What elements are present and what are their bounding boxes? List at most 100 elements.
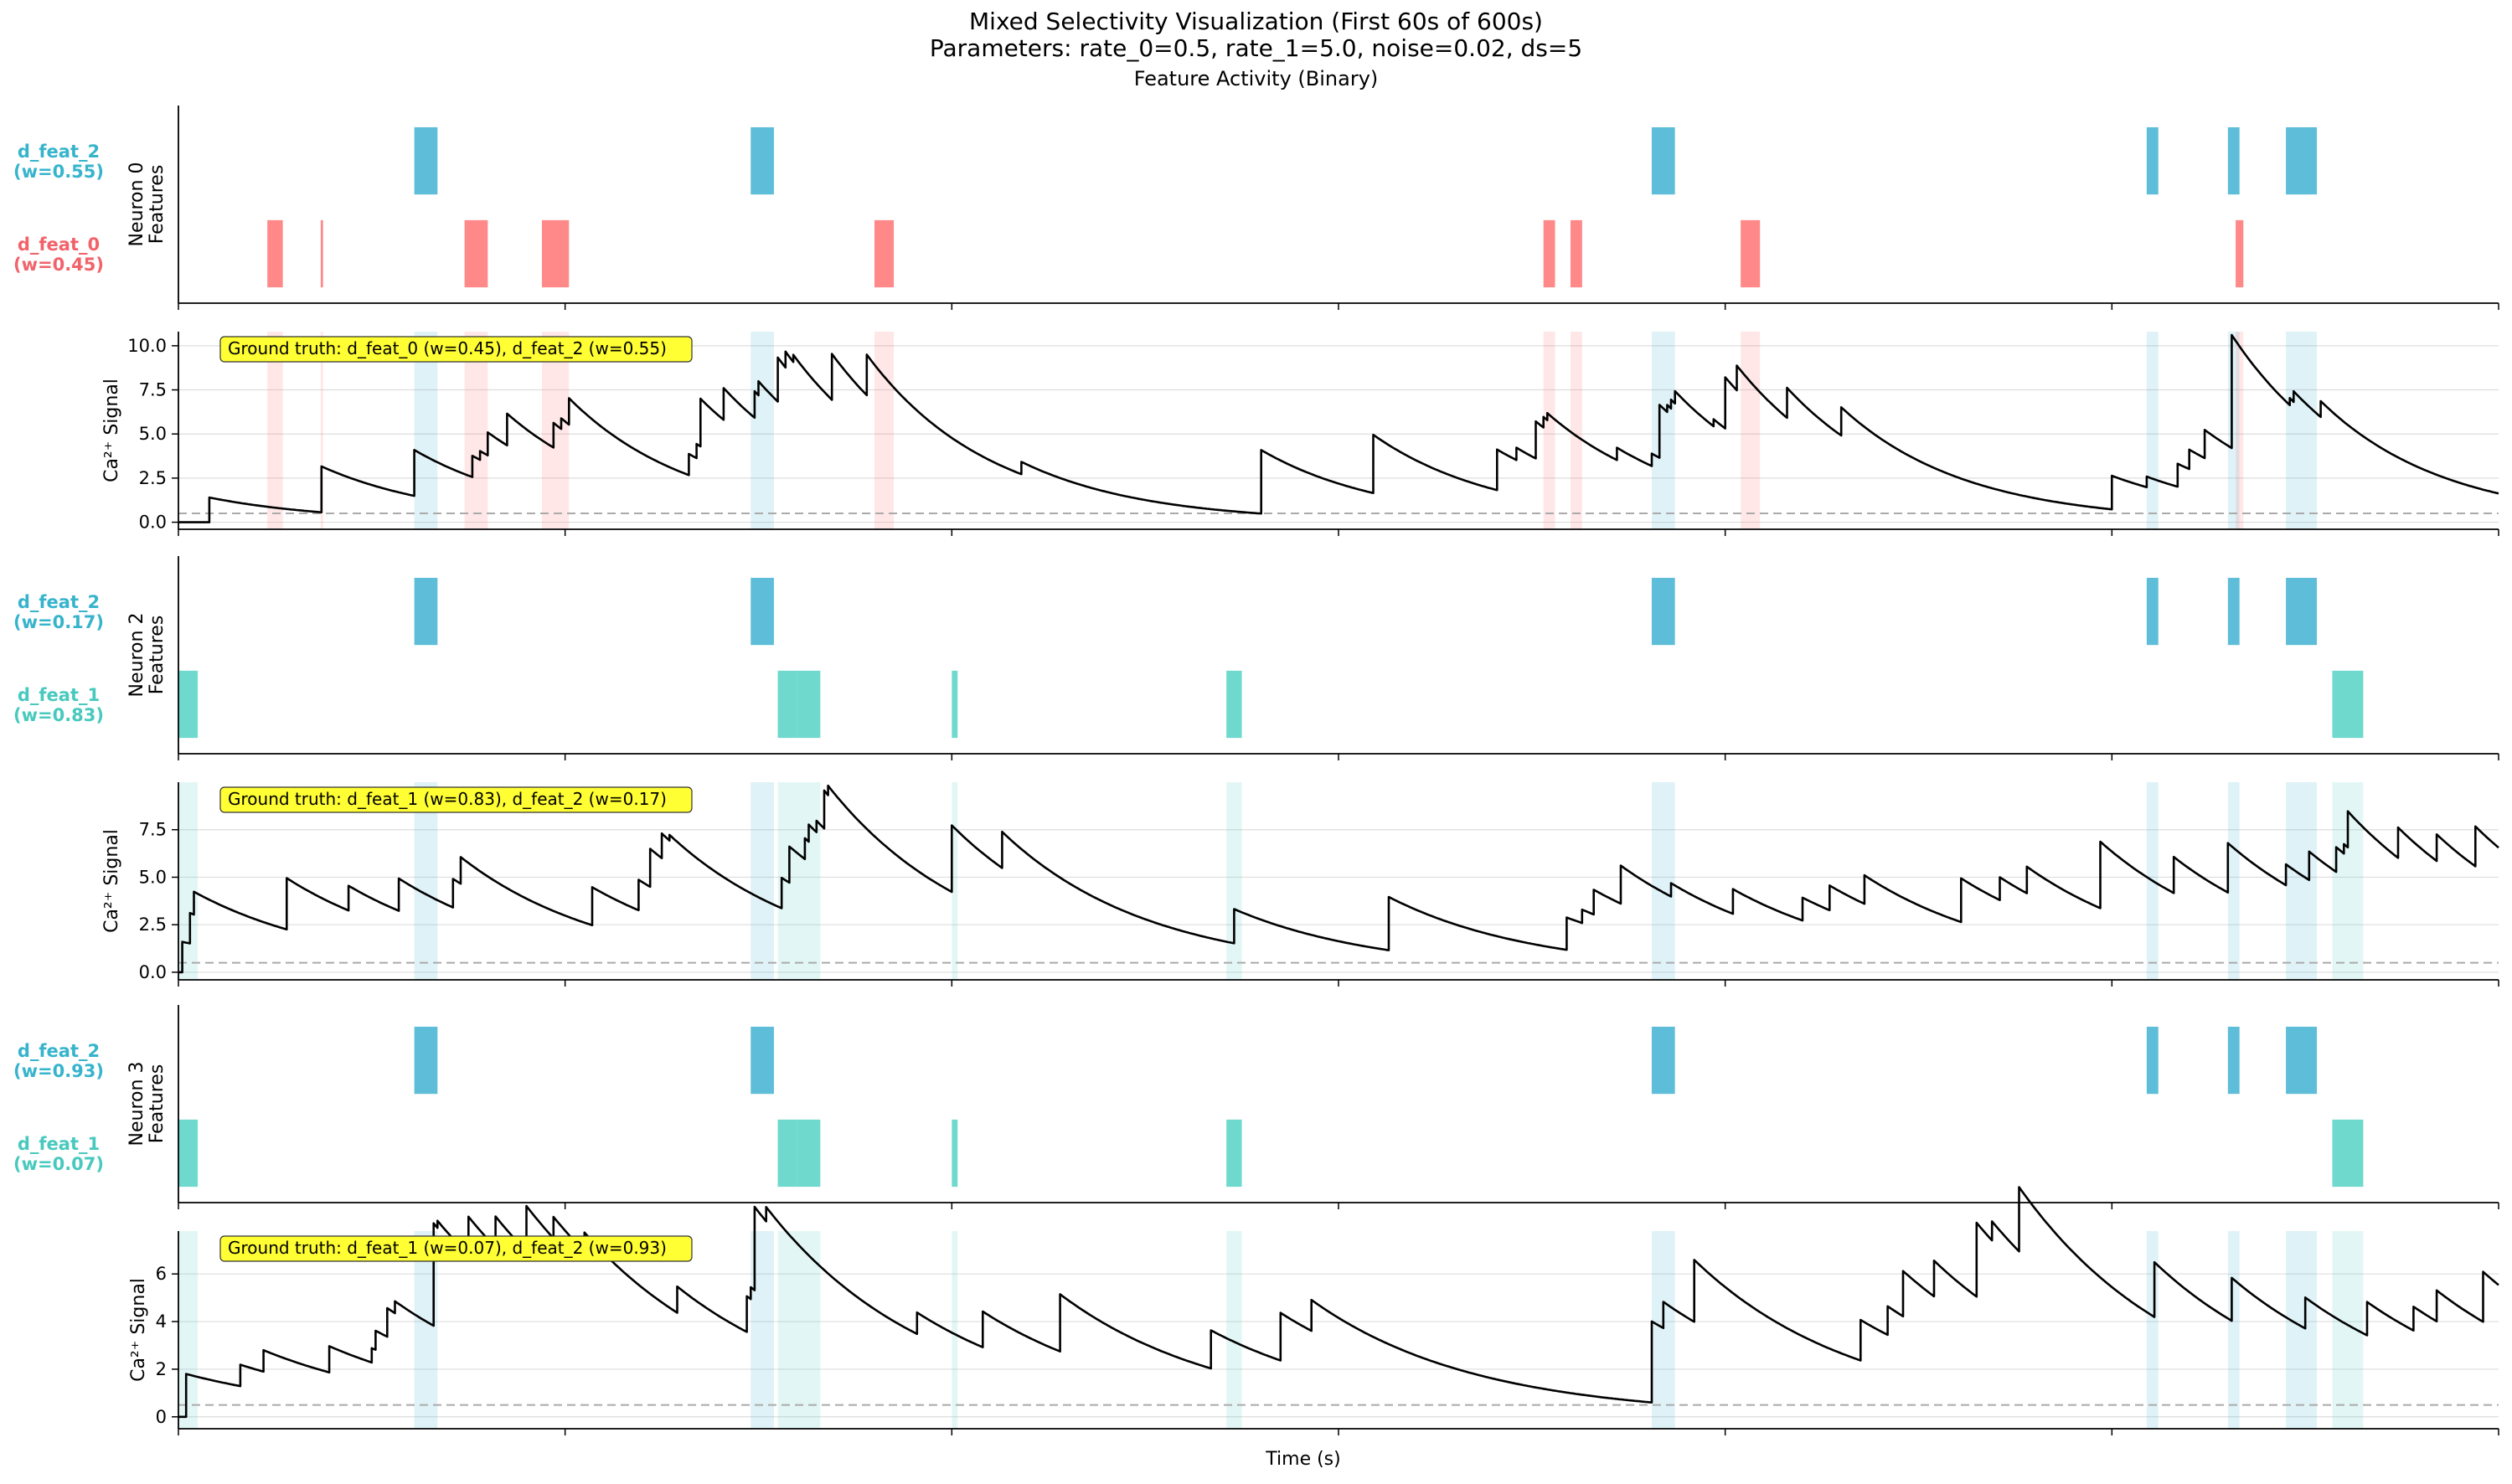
- y-tick-label: 6: [156, 1264, 167, 1284]
- shaded-period-d-feat-0: [267, 332, 283, 529]
- raster-y-axis-label: Neuron 3Features: [126, 1062, 168, 1146]
- calcium-trace-neuron-2: 0.0 2.5 5.0 7.5 Ground truth: d_feat_1 (w=0.…: [101, 782, 2499, 987]
- calcium-trace-line: [178, 333, 2499, 523]
- feature-bar-d-feat-2: [2227, 126, 2240, 195]
- shaded-period-d-feat-1: [178, 782, 199, 980]
- feature-raster-neuron-3: d_feat_2(w=0.93) d_feat_1(w=0.07) Neuron 3…: [13, 1005, 2499, 1209]
- feature-bar-d-feat-1: [797, 1119, 821, 1188]
- x-axis-label: Time (s): [1266, 1449, 1341, 1470]
- shaded-period-d-feat-0: [2236, 332, 2244, 529]
- shaded-period-d-feat-2: [1651, 332, 1675, 529]
- feature-bar-d-feat-1: [2332, 670, 2364, 739]
- feature-bar-d-feat-2: [2227, 1026, 2240, 1095]
- feature-bar-d-feat-1: [952, 670, 958, 739]
- shaded-period-d-feat-2: [2286, 782, 2318, 980]
- calcium-trace-neuron-3: 0 2 4 6 Ground truth: d_feat_1 (w=0.07), d_f…: [128, 1186, 2499, 1435]
- y-tick-label: 0: [156, 1407, 167, 1427]
- shaded-period-d-feat-2: [2286, 1231, 2318, 1429]
- feature-bar-d-feat-2: [2146, 1026, 2159, 1095]
- shaded-period-d-feat-2: [751, 782, 774, 980]
- calcium-trace-neuron-0: 0.0 2.5 5.0 7.5 10.0 Ground truth: d_feat_0 (…: [101, 332, 2499, 536]
- ground-truth-text: Ground truth: d_feat_1 (w=0.07), d_feat_…: [228, 1238, 667, 1258]
- feature-bar-d-feat-2: [1651, 1026, 1675, 1095]
- shaded-period-d-feat-1: [1226, 782, 1242, 980]
- feature-bar-d-feat-0: [320, 219, 323, 288]
- feature-bar-d-feat-0: [464, 219, 488, 288]
- feature-bar-d-feat-1: [797, 670, 821, 739]
- raster-subtitle: Feature Activity (Binary): [1133, 67, 1379, 90]
- ground-truth-annotation: Ground truth: d_feat_1 (w=0.07), d_feat_…: [219, 1235, 693, 1262]
- feature-bar-d-feat-0: [1543, 219, 1555, 288]
- y-tick-label: 2.5: [139, 468, 167, 488]
- feature-label: d_feat_2: [18, 142, 100, 162]
- feature-weight-label: (w=0.93): [13, 1061, 104, 1081]
- calcium-trace-line: [178, 784, 2499, 974]
- feature-bar-d-feat-2: [414, 1026, 438, 1095]
- feature-bar-d-feat-1: [2332, 1119, 2364, 1188]
- feature-label: d_feat_1: [18, 685, 100, 705]
- shaded-period-d-feat-1: [797, 782, 821, 980]
- feature-bar-d-feat-0: [267, 219, 283, 288]
- feature-bar-d-feat-1: [1226, 1119, 1242, 1188]
- shaded-period-d-feat-0: [320, 332, 323, 529]
- feature-bar-d-feat-2: [2227, 577, 2240, 646]
- feature-bar-d-feat-0: [541, 219, 570, 288]
- feature-bar-d-feat-2: [414, 577, 438, 646]
- shaded-period-d-feat-1: [797, 1231, 821, 1429]
- shaded-period-d-feat-0: [1571, 332, 1582, 529]
- y-tick-label: 5.0: [139, 867, 167, 887]
- y-tick-label: 0.0: [139, 513, 167, 533]
- shaded-period-d-feat-2: [2286, 332, 2318, 529]
- feature-bar-d-feat-2: [751, 126, 774, 195]
- feature-bar-d-feat-2: [751, 577, 774, 646]
- feature-bar-d-feat-0: [1741, 219, 1761, 288]
- feature-bar-d-feat-0: [2236, 219, 2244, 288]
- shaded-period-d-feat-2: [2146, 1231, 2159, 1429]
- feature-weight-label: (w=0.55): [13, 162, 104, 182]
- shaded-period-d-feat-2: [414, 782, 438, 980]
- feature-label: d_feat_0: [18, 234, 100, 255]
- shaded-period-d-feat-2: [751, 332, 774, 529]
- feature-bar-d-feat-2: [1651, 577, 1675, 646]
- shaded-period-d-feat-0: [464, 332, 488, 529]
- y-axis-label: Ca²⁺ Signal: [101, 829, 122, 933]
- feature-bar-d-feat-1: [952, 1119, 958, 1188]
- feature-bar-d-feat-2: [751, 1026, 774, 1095]
- shaded-period-d-feat-2: [1651, 782, 1675, 980]
- feature-weight-label: (w=0.07): [13, 1154, 104, 1174]
- y-tick-label: 7.5: [139, 820, 167, 840]
- feature-bar-d-feat-1: [1226, 670, 1242, 739]
- raster-y-axis-label: Neuron 0Features: [126, 162, 168, 247]
- ground-truth-text: Ground truth: d_feat_1 (w=0.83), d_feat_…: [228, 789, 667, 809]
- y-tick-label: 7.5: [139, 380, 167, 400]
- shaded-period-d-feat-1: [178, 1231, 199, 1429]
- feature-raster-neuron-0: d_feat_2(w=0.55) d_feat_0(w=0.45) Neuron 0…: [13, 106, 2499, 310]
- shaded-period-d-feat-2: [2146, 332, 2159, 529]
- shaded-period-d-feat-2: [1651, 1231, 1675, 1429]
- shaded-period-d-feat-1: [952, 1231, 958, 1429]
- feature-bar-d-feat-1: [777, 1119, 797, 1188]
- figure-title: Mixed Selectivity Visualization (First 6…: [969, 8, 1543, 35]
- y-tick-label: 2: [156, 1359, 167, 1379]
- feature-bar-d-feat-2: [414, 126, 438, 195]
- shaded-period-d-feat-0: [1741, 332, 1761, 529]
- shaded-period-d-feat-0: [541, 332, 570, 529]
- ground-truth-text: Ground truth: d_feat_0 (w=0.45), d_feat_…: [228, 338, 667, 358]
- feature-bar-d-feat-0: [1571, 219, 1582, 288]
- feature-bar-d-feat-2: [2286, 1026, 2318, 1095]
- ground-truth-box: [219, 786, 693, 813]
- y-tick-label: 5.0: [139, 424, 167, 444]
- ground-truth-annotation: Ground truth: d_feat_0 (w=0.45), d_feat_…: [219, 336, 693, 363]
- ground-truth-annotation: Ground truth: d_feat_1 (w=0.83), d_feat_…: [219, 786, 693, 813]
- feature-weight-label: (w=0.17): [13, 612, 104, 632]
- feature-bar-d-feat-2: [2286, 126, 2318, 195]
- feature-bar-d-feat-1: [777, 670, 797, 739]
- raster-y-axis-label: Neuron 2Features: [126, 613, 168, 698]
- feature-bar-d-feat-0: [874, 219, 895, 288]
- ground-truth-box: [219, 1235, 693, 1262]
- y-axis-label: Ca²⁺ Signal: [101, 379, 122, 482]
- shaded-period-d-feat-1: [777, 1231, 797, 1429]
- ground-truth-box: [219, 336, 693, 363]
- shaded-period-d-feat-0: [1543, 332, 1555, 529]
